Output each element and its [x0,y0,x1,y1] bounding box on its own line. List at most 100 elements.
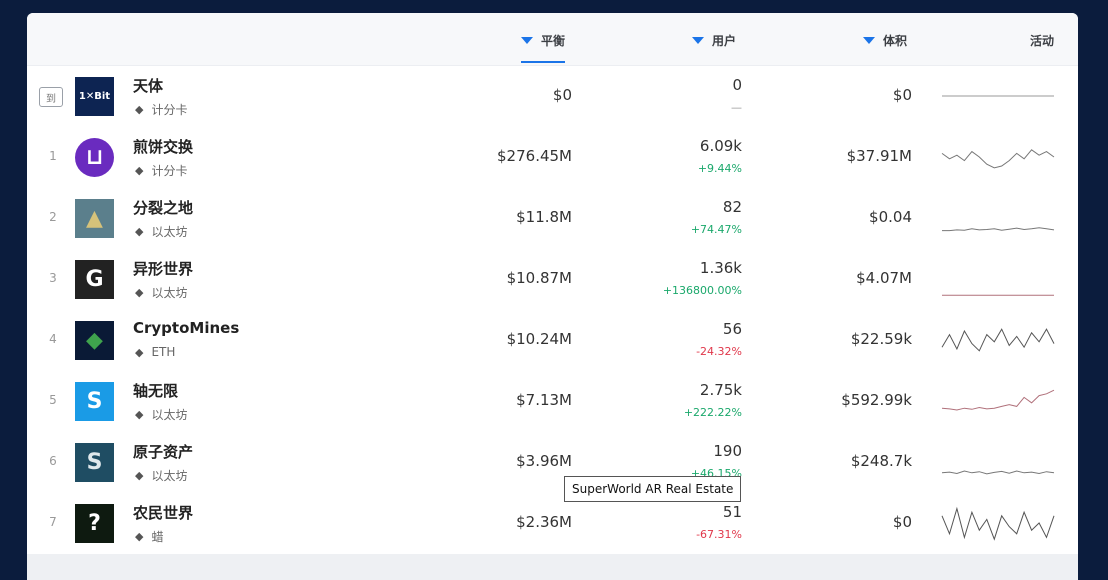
activity-sparkline [941,470,1055,475]
row-rank: 7 [49,515,57,529]
rankings-panel: 平衡 用户 体积 活动 到 1✕Bit 天体 ◆ 计分卡 $0 0 — $0 1 ⊔ 煎饼交换 ◆ 计分卡… [27,13,1078,580]
sandbox-logo[interactable]: S [75,382,114,421]
sort-balance-header[interactable]: 平衡 [521,32,566,63]
users-value: 190 [713,442,742,460]
chain-icon: ◆ [135,225,144,238]
users-value: 82 [722,198,742,216]
activity-header-label: 活动 [1030,34,1055,48]
balance-value: $10.87M [506,269,572,287]
activity-sparkline [942,227,1055,232]
sort-users-header[interactable]: 用户 [692,32,736,49]
project-name-link[interactable]: 分裂之地 [133,199,194,217]
row-rank: 6 [49,454,57,468]
activity-sparkline [942,294,1054,296]
name-tooltip: SuperWorld AR Real Estate [564,476,742,502]
chain-label: 以太坊 [151,225,188,239]
table-row[interactable]: 到 1✕Bit 天体 ◆ 计分卡 $0 0 — $0 [27,66,1078,128]
chain-info: ◆ 蜡 [135,528,163,545]
users-value: 51 [722,503,742,521]
onexbit-logo[interactable]: 1✕Bit [75,77,114,116]
table-row[interactable]: 4 ◆ CryptoMines ◆ ETH $10.24M 56 -24.32% $22.59k [27,310,1078,372]
volume-value: $0 [892,513,912,531]
users-change: -67.31% [696,528,742,541]
farmersworld-logo[interactable]: ? [75,504,114,543]
users-value: 0 [732,76,742,94]
chain-info: ◆ 以太坊 [135,406,187,423]
table-header: 平衡 用户 体积 活动 [27,13,1078,66]
volume-value: $37.91M [846,147,912,165]
volume-value: $0 [892,86,912,104]
table-row[interactable]: 2 ▲ 分裂之地 ◆ 以太坊 $11.8M 82 +74.47% $0.04 [27,188,1078,250]
users-value: 56 [722,320,742,338]
volume-value: $0.04 [869,208,912,226]
balance-value: $2.36M [516,513,572,531]
cryptomines-logo[interactable]: ◆ [75,321,114,360]
sparkline-path [942,227,1055,232]
row-rank: 1 [49,149,57,163]
users-value: 2.75k [699,381,742,399]
users-change: +136800.00% [662,284,742,297]
chain-label: 以太坊 [151,408,188,422]
g-logo[interactable]: G [75,260,114,299]
project-name-link[interactable]: 天体 [133,77,164,95]
chain-label: 计分卡 [151,103,188,117]
chain-icon: ◆ [135,103,144,116]
balance-header-label: 平衡 [541,34,566,48]
users-change: — [731,101,742,114]
sparkline-path [941,389,1055,411]
users-header-label: 用户 [712,34,737,48]
balance-value: $11.8M [516,208,572,226]
project-name-link[interactable]: CryptoMines [133,319,240,337]
realm-logo[interactable]: ▲ [75,199,114,238]
activity-sparkline [941,506,1055,541]
chain-label: 计分卡 [151,164,188,178]
activity-sparkline [941,328,1055,352]
balance-value: $0 [552,86,572,104]
chain-icon: ◆ [135,286,144,299]
activity-header: 活动 [1030,32,1054,49]
table-row[interactable]: 1 ⊔ 煎饼交换 ◆ 计分卡 $276.45M 6.09k +9.44% $37.91M [27,127,1078,189]
table-row[interactable]: 6 S 原子资产 ◆ 以太坊 $3.96M 190 +46.15% $248.7k [27,432,1078,494]
chain-info: ◆ 以太坊 [135,284,187,301]
project-name-link[interactable]: 异形世界 [133,260,194,278]
users-change: +74.47% [690,223,742,236]
sort-volume-header[interactable]: 体积 [863,32,907,49]
chain-label: 以太坊 [151,286,188,300]
users-change: -24.32% [696,345,742,358]
chain-icon: ◆ [135,408,144,421]
users-change: +222.22% [683,406,742,419]
sort-desc-icon [692,37,704,44]
row-rank: 3 [49,271,57,285]
sparkline-path [941,149,1055,169]
chain-info: ◆ 计分卡 [135,101,187,118]
balance-value: $3.96M [516,452,572,470]
table-row[interactable]: 3 G 异形世界 ◆ 以太坊 $10.87M 1.36k +136800.00% $4.07M [27,249,1078,311]
chain-info: ◆ 以太坊 [135,467,187,484]
sparkline-path [941,506,1055,541]
users-value: 1.36k [699,259,742,277]
activity-sparkline [942,95,1054,97]
chain-icon: ◆ [135,345,144,359]
volume-value: $4.07M [856,269,912,287]
chain-icon: ◆ [135,164,144,177]
chain-info: ◆ 计分卡 [135,162,187,179]
superworld-logo[interactable]: S [75,443,114,482]
project-name-link[interactable]: 原子资产 [133,443,194,461]
row-rank: 5 [49,393,57,407]
project-name-link[interactable]: 轴无限 [133,382,179,400]
volume-value: $248.7k [850,452,912,470]
balance-value: $7.13M [516,391,572,409]
table-row[interactable]: 7? 农民世界 ◆ 蜡 $2.36M 51 -67.31% $0 [27,493,1078,555]
chain-icon: ◆ [135,469,144,482]
project-name-link[interactable]: 农民世界 [133,504,194,522]
sort-desc-icon [521,37,533,44]
ad-badge: 到 [39,87,63,107]
volume-value: $22.59k [850,330,912,348]
sparkline-path [941,328,1055,352]
balance-value: $10.24M [506,330,572,348]
sparkline-path [941,470,1055,475]
pancake-logo[interactable]: ⊔ [75,138,114,177]
row-rank: 4 [49,332,57,346]
table-row[interactable]: 5 S 轴无限 ◆ 以太坊 $7.13M 2.75k +222.22% $592.99k [27,371,1078,433]
project-name-link[interactable]: 煎饼交换 [133,138,194,156]
